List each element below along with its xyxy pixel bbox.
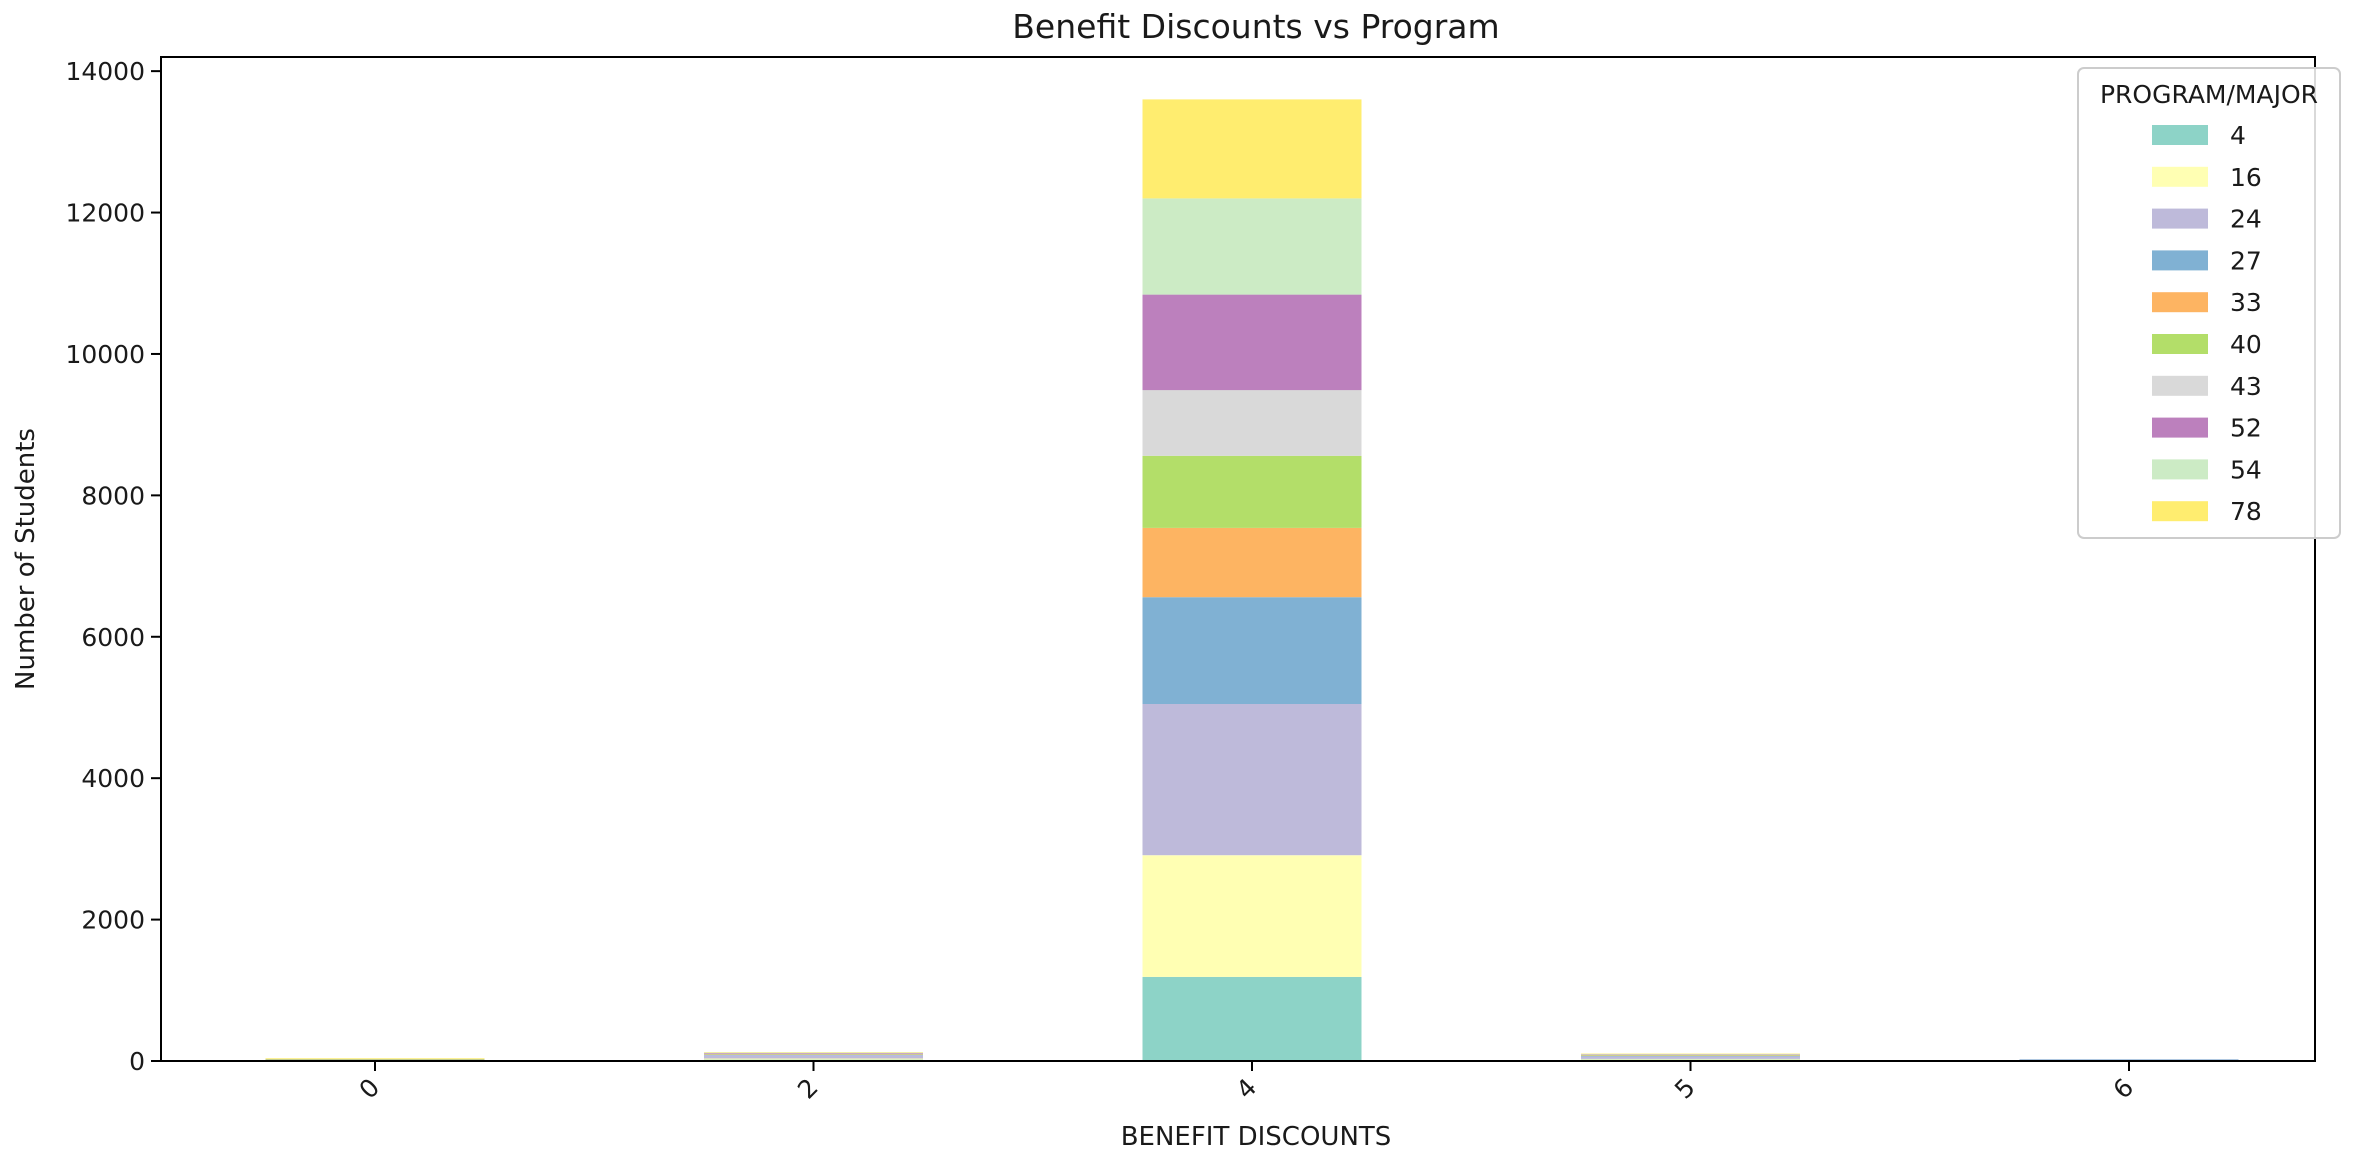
legend-label: 27 bbox=[2230, 246, 2262, 275]
chart-title: Benefit Discounts vs Program bbox=[1012, 7, 1499, 46]
bar-segment bbox=[1581, 1058, 1800, 1060]
legend-label: 4 bbox=[2230, 121, 2246, 150]
legend-label: 24 bbox=[2230, 205, 2262, 234]
legend-swatch bbox=[2152, 250, 2208, 271]
y-axis-label: Number of Students bbox=[11, 428, 41, 690]
bar-segment bbox=[1142, 527, 1362, 598]
y-tick-label: 2000 bbox=[81, 906, 145, 935]
bar-segment bbox=[704, 1053, 923, 1055]
bar-segment bbox=[1581, 1053, 1800, 1055]
bar-segment bbox=[704, 1054, 923, 1056]
bar-segment bbox=[704, 1052, 923, 1053]
x-tick-label: 5 bbox=[1669, 1073, 1701, 1105]
x-tick-label: 0 bbox=[353, 1073, 385, 1105]
bar-segment bbox=[704, 1052, 923, 1053]
y-tick-label: 10000 bbox=[65, 340, 145, 369]
legend: PROGRAM/MAJOR 4 16 24 27 33 40 43 52 54 78 bbox=[2077, 67, 2341, 539]
legend-label: 40 bbox=[2230, 330, 2262, 359]
plot-frame bbox=[160, 56, 2316, 1062]
legend-label: 33 bbox=[2230, 288, 2262, 317]
legend-box bbox=[2077, 67, 2341, 539]
legend-title: PROGRAM/MAJOR bbox=[2100, 80, 2318, 109]
x-axis: 0 2 4 5 6 bbox=[353, 1061, 2139, 1104]
legend-swatch bbox=[2152, 334, 2208, 354]
bar-segment bbox=[1581, 1053, 1800, 1055]
legend-label: 54 bbox=[2230, 455, 2262, 484]
y-tick-label: 4000 bbox=[81, 764, 145, 793]
bar-segment bbox=[1581, 1055, 1800, 1056]
legend-items: 4 16 24 27 33 40 43 52 54 78 bbox=[2152, 121, 2262, 526]
bar-segment bbox=[1142, 294, 1362, 391]
legend-swatch bbox=[2152, 501, 2208, 522]
bar-segment bbox=[1581, 1056, 1800, 1059]
bar-segment bbox=[1142, 703, 1362, 856]
legend-swatch bbox=[2152, 208, 2208, 229]
bar-segment bbox=[1142, 455, 1362, 528]
legend-swatch bbox=[2152, 459, 2208, 480]
legend-swatch bbox=[2152, 125, 2208, 145]
x-tick-label: 4 bbox=[1230, 1073, 1262, 1105]
bar-segment bbox=[1142, 99, 1362, 199]
bar-segment bbox=[1142, 976, 1362, 1061]
bar-segment bbox=[2019, 1059, 2239, 1061]
bar-segment bbox=[1142, 597, 1362, 704]
x-tick-label: 6 bbox=[2107, 1073, 2139, 1105]
bar-segment bbox=[704, 1055, 923, 1059]
bar-segment bbox=[1142, 198, 1362, 295]
legend-swatch bbox=[2152, 375, 2208, 396]
bar-segment bbox=[265, 1058, 485, 1059]
bar-segment bbox=[1581, 1054, 1800, 1056]
y-tick-label: 8000 bbox=[81, 481, 145, 510]
y-axis: 0 2000 4000 6000 8000 10000 12000 14000 bbox=[65, 57, 161, 1076]
legend-label: 43 bbox=[2230, 372, 2262, 401]
legend-swatch bbox=[2152, 417, 2208, 438]
legend-swatch bbox=[2152, 166, 2208, 187]
legend-label: 16 bbox=[2230, 163, 2262, 192]
x-tick-label: 2 bbox=[792, 1073, 824, 1105]
bar-segment bbox=[704, 1058, 923, 1060]
legend-label: 78 bbox=[2230, 497, 2262, 526]
bar-segment bbox=[1581, 1055, 1800, 1057]
x-axis-label: BENEFIT DISCOUNTS bbox=[1121, 1122, 1392, 1152]
y-tick-label: 12000 bbox=[65, 199, 145, 228]
bar-segment bbox=[1142, 390, 1362, 456]
bars-group bbox=[265, 99, 2239, 1062]
bar-segment bbox=[2019, 1059, 2239, 1060]
bar-segment bbox=[1581, 1055, 1800, 1056]
bar-segment bbox=[265, 1058, 485, 1060]
legend-label: 52 bbox=[2230, 414, 2262, 443]
bar-segment bbox=[265, 1059, 485, 1061]
y-tick-label: 14000 bbox=[65, 57, 145, 86]
bar-segment bbox=[1142, 855, 1362, 977]
y-tick-label: 6000 bbox=[81, 623, 145, 652]
bar-segment bbox=[1581, 1054, 1800, 1055]
bar-segment bbox=[704, 1053, 923, 1055]
y-tick-label: 0 bbox=[129, 1047, 145, 1076]
bar-segment bbox=[265, 1059, 485, 1060]
legend-swatch bbox=[2152, 292, 2208, 313]
bar-segment bbox=[704, 1054, 923, 1055]
bar-segment bbox=[704, 1052, 923, 1054]
